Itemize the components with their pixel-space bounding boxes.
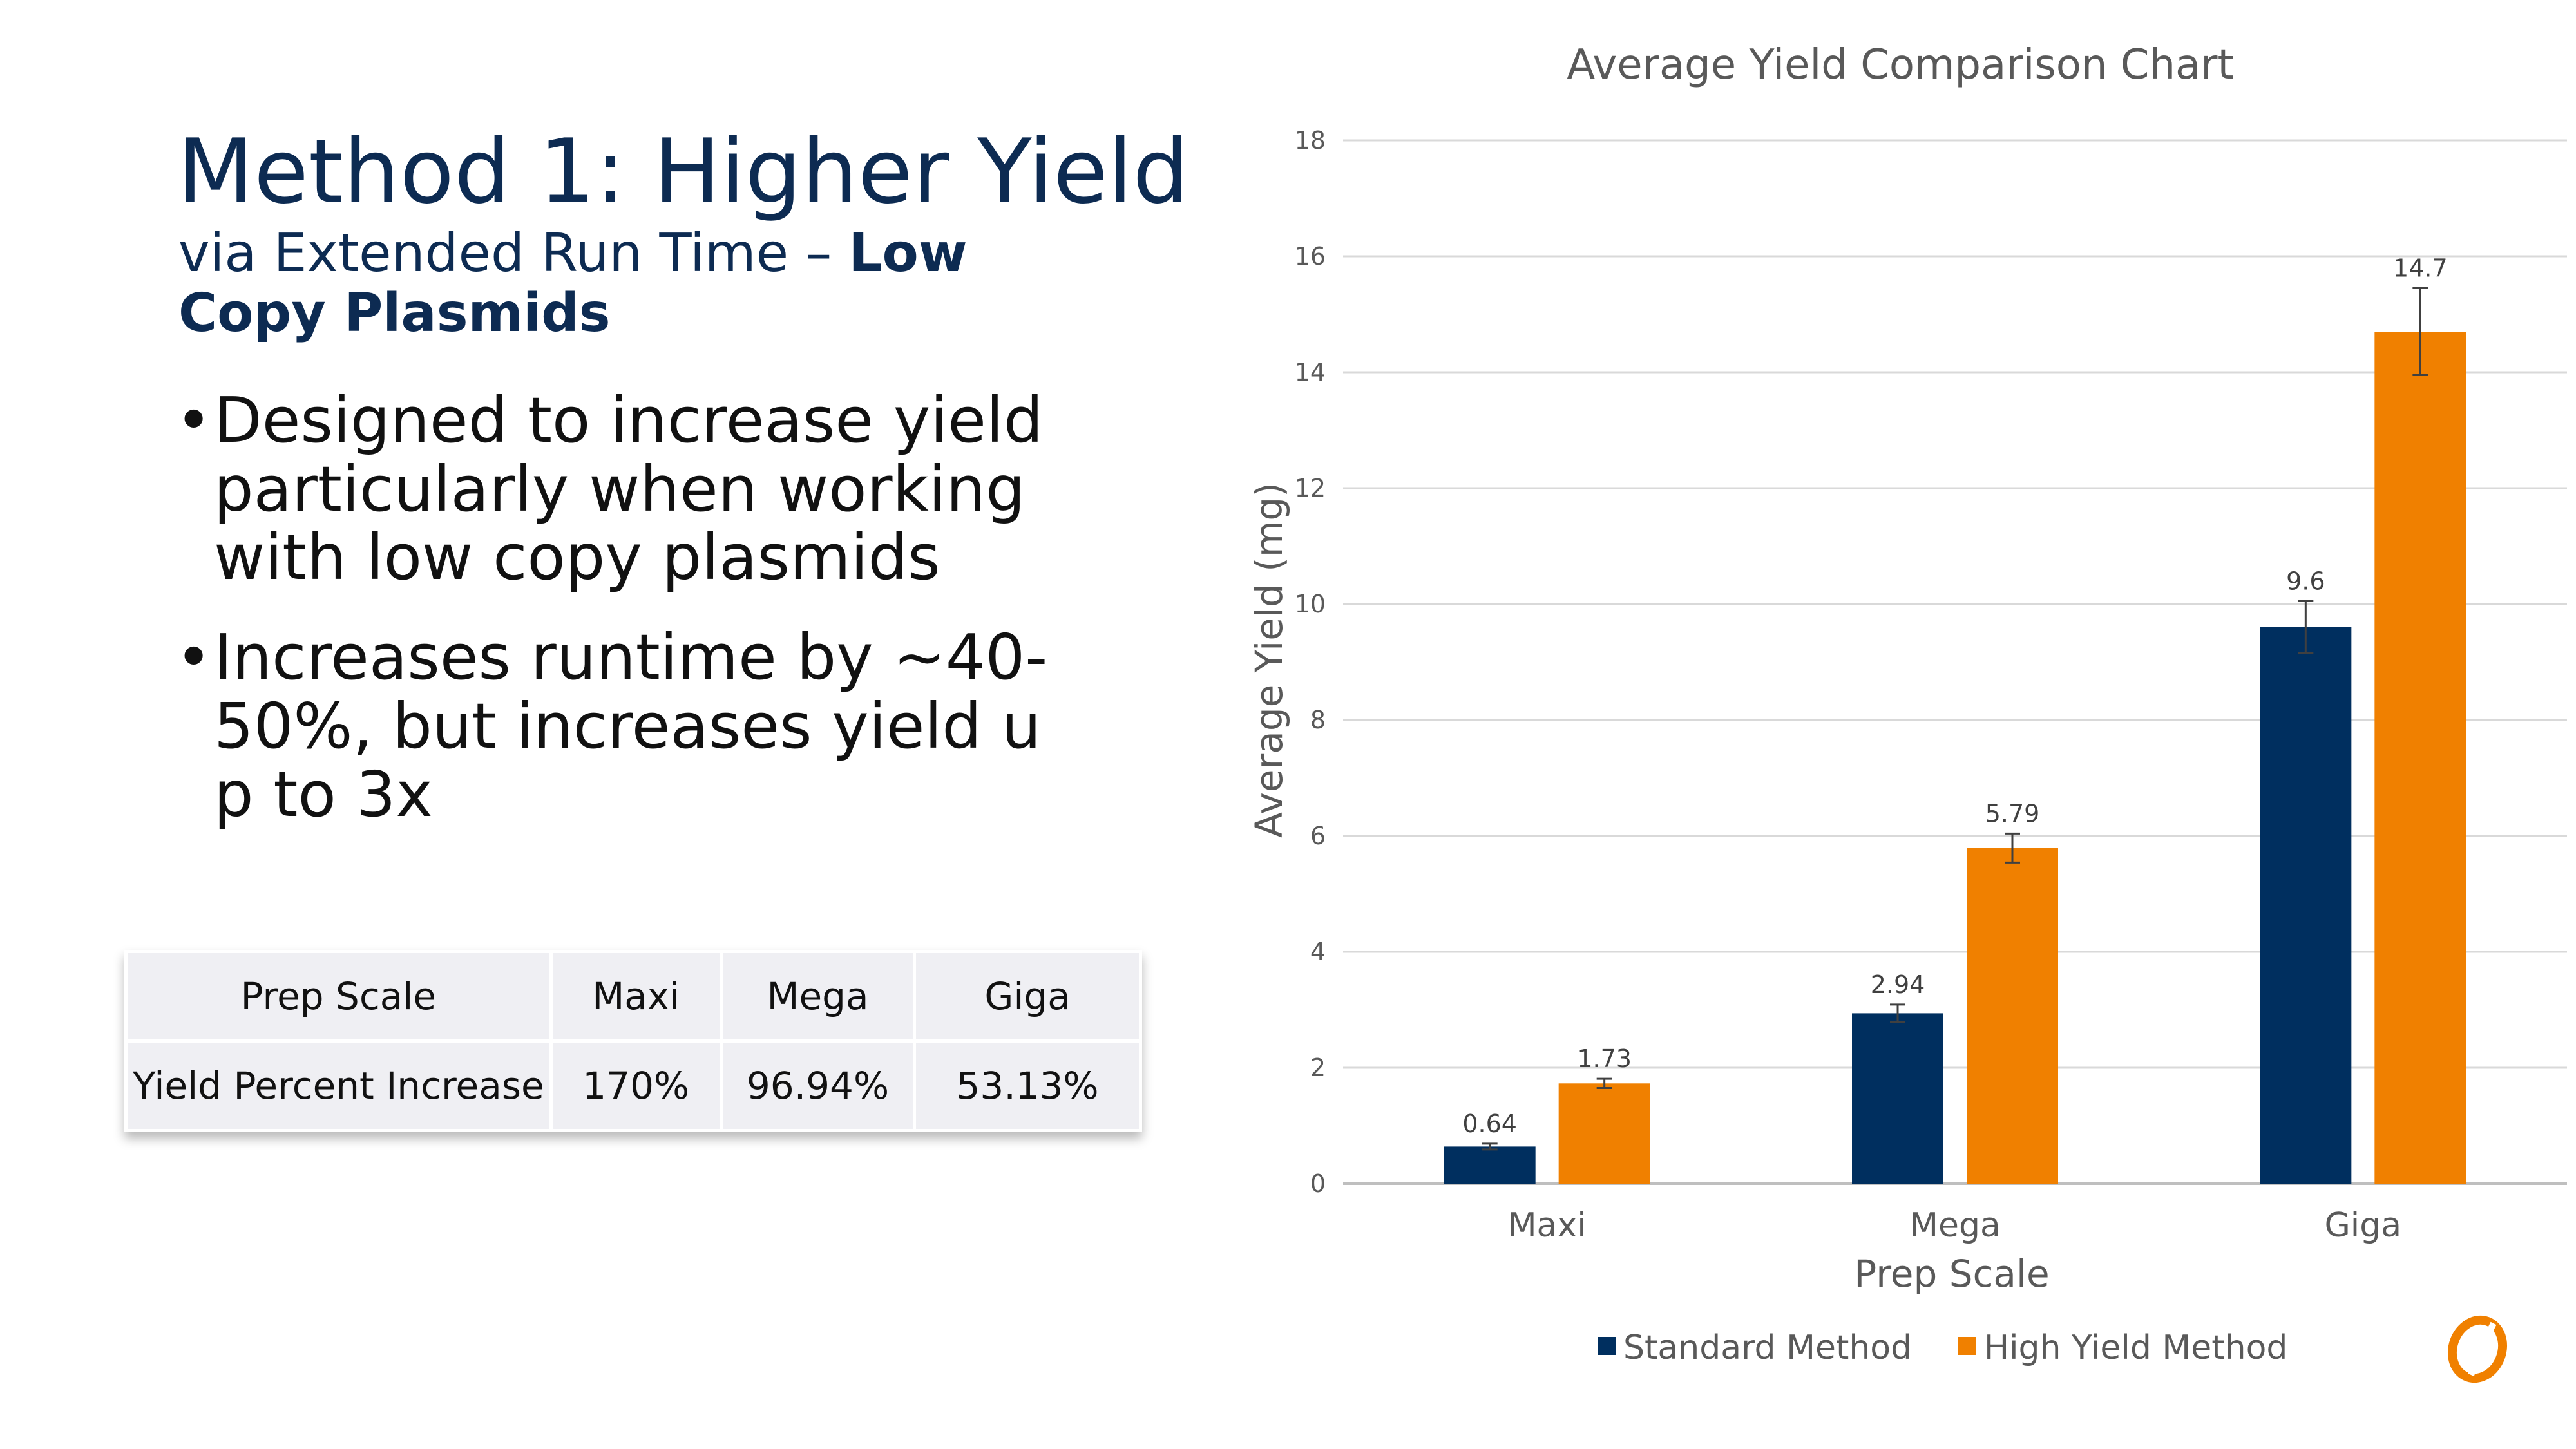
x-tick-label: Mega [1909,1206,2001,1245]
bar [1967,848,2058,1184]
y-tick-label: 8 [1310,706,1326,734]
bullet-item: Increases runtime by ~40-50%, but increa… [175,623,1064,829]
data-label: 9.6 [2286,567,2325,596]
y-tick-label: 16 [1295,242,1326,270]
data-label: 2.94 [1871,971,1925,999]
table-row: Prep Scale Maxi Mega Giga [124,950,1142,1043]
data-label: 0.64 [1462,1110,1517,1138]
bullet-item: Designed to increase yield particularly … [175,386,1064,592]
data-label: 5.79 [1985,799,2040,828]
y-axis-label: Average Yield (mg) [1247,482,1291,838]
legend-swatch [1598,1337,1616,1355]
bar [1444,1146,1536,1184]
data-label: 14.7 [2393,254,2448,283]
table-cell: 96.94% [719,1039,917,1132]
y-tick-label: 4 [1310,938,1326,966]
data-label: 1.73 [1577,1045,1632,1073]
y-tick-label: 6 [1310,822,1326,850]
x-tick-label: Maxi [1508,1206,1587,1245]
bar [2374,332,2466,1184]
y-tick-label: 10 [1295,590,1326,618]
bar [1558,1083,1650,1184]
subtitle-bold: Low Copy Plasmids [178,223,968,344]
x-tick-label: Giga [2325,1206,2402,1245]
bar [1852,1013,1943,1184]
table-row: Yield Percent Increase 170% 96.94% 53.13… [124,1039,1142,1132]
chart-title: Average Yield Comparison Chart [1567,41,2233,89]
y-tick-label: 14 [1295,358,1326,386]
table-cell: 170% [549,1039,723,1132]
table-cell: 53.13% [913,1039,1142,1132]
page-title: Method 1: Higher Yield [177,120,1189,223]
table-cell: Giga [913,950,1142,1043]
table-cell: Mega [719,950,917,1043]
bar [2260,627,2352,1184]
y-tick-label: 0 [1310,1170,1326,1198]
y-tick-label: 2 [1310,1054,1326,1082]
subtitle-plain: via Extended Run Time – [178,223,849,284]
bullet-list: Designed to increase yield particularly … [175,386,1064,860]
legend-swatch [1958,1337,1976,1355]
legend-label: High Yield Method [1984,1329,2287,1367]
y-tick-label: 18 [1295,126,1326,155]
table-cell: Prep Scale [124,950,553,1043]
y-tick-label: 12 [1295,474,1326,502]
table-cell: Yield Percent Increase [124,1039,553,1132]
page-subtitle: via Extended Run Time – Low Copy Plasmid… [178,223,1067,344]
chart-legend: Standard Method High Yield Method [1598,1329,2287,1367]
company-logo-icon [2447,1315,2508,1383]
x-axis-label: Prep Scale [1854,1252,2050,1296]
yield-table: Prep Scale Maxi Mega Giga Yield Percent … [124,950,1142,1132]
table-cell: Maxi [549,950,723,1043]
legend-label: Standard Method [1623,1329,1912,1367]
